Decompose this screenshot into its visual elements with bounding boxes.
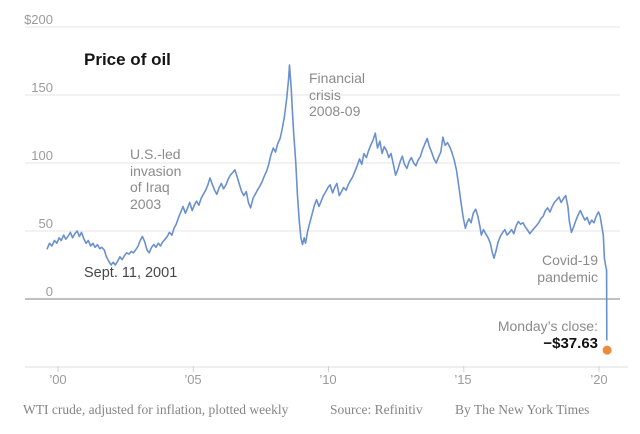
annotation-line: of Iraq (130, 179, 170, 195)
x-axis-label-2010: ’10 (319, 372, 337, 387)
annotation-line: U.S.-led (130, 146, 181, 162)
x-axis-label-2020: ’20 (590, 372, 608, 387)
annotation-line: Covid-19 (541, 252, 598, 268)
byline-credit: By The New York Times (455, 402, 590, 417)
annotation-monday-close: Monday’s close: −$37.63 (498, 318, 598, 352)
final-close-dot (602, 345, 612, 355)
annotation-line: invasion (130, 162, 182, 179)
annotation-sept-11: Sept. 11, 2001 (84, 265, 178, 281)
source-credit: Source: Refinitiv (330, 402, 423, 417)
y-axis-label-200: $200 (24, 12, 53, 27)
y-axis-label-50: 50 (38, 216, 53, 231)
annotation-line: crisis (309, 86, 341, 103)
y-axis-label-150: 150 (31, 80, 53, 95)
y-axis-label-100: 100 (31, 148, 53, 163)
chart-footnote: WTI crude, adjusted for inflation, plott… (23, 402, 289, 417)
annotation-line: 2003 (130, 195, 162, 212)
annotation-line: 2008-09 (309, 103, 361, 119)
x-axis-label-2005: ’05 (184, 372, 202, 387)
x-axis-label-2000: ’00 (49, 372, 67, 387)
chart-title: Price of oil (84, 50, 171, 69)
annotation-line: pandemic (537, 269, 598, 285)
annotation-financial-crisis: Financial crisis 2008-09 (309, 70, 365, 120)
annotation-line: Financial (309, 70, 366, 86)
annotation-covid-pandemic: Covid-19 pandemic (537, 252, 598, 286)
x-axis-label-2015: ’15 (454, 372, 472, 387)
y-axis-label-0: 0 (45, 284, 53, 299)
monday-close-label: Monday’s close: (497, 318, 598, 334)
annotation-iraq-invasion: U.S.-led invasion of Iraq 2003 (130, 146, 181, 212)
monday-close-value: −$37.63 (543, 335, 598, 352)
